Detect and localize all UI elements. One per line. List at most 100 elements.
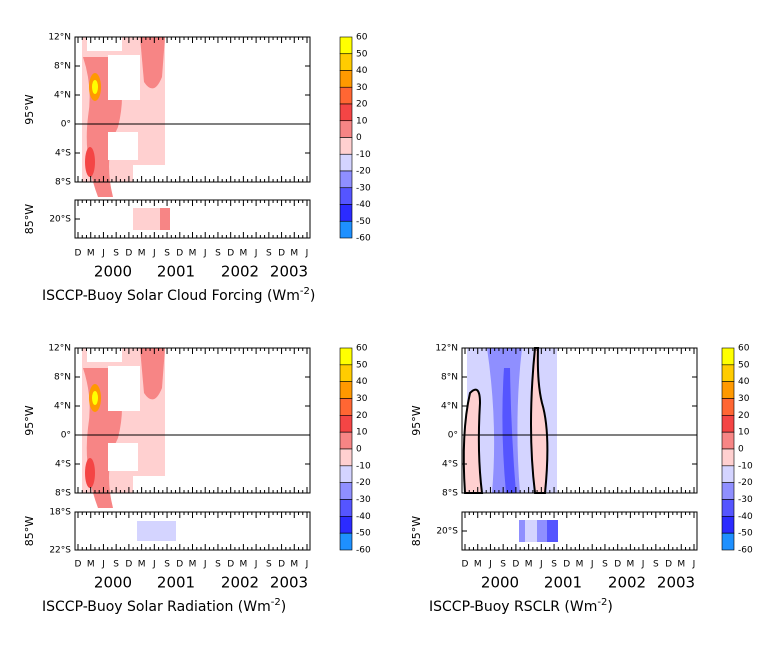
colorbar-label: 20 <box>356 411 368 421</box>
x-tick-label: D <box>176 249 183 259</box>
x-tick-label: D <box>75 560 82 570</box>
x-tick-label: S <box>215 560 221 570</box>
colorbar-label: -40 <box>356 512 371 522</box>
colorbar-label: 30 <box>738 394 750 404</box>
lower-fill <box>537 520 547 542</box>
x-tick-label: M <box>525 560 533 570</box>
colorbar-box <box>721 516 735 534</box>
x-tick-label: D <box>75 249 82 259</box>
contour-fill <box>85 458 95 488</box>
y-tick-label: 0° <box>61 431 71 441</box>
colorbar-box <box>339 364 353 382</box>
title-part: ISCCP-Buoy Solar Cloud Forcing (Wm <box>42 288 300 304</box>
lower-fill <box>160 208 170 230</box>
panel: 12°N8°N4°N0°4°S8°S95°W85°W18°S22°SD M J S D M… <box>23 344 371 616</box>
colorbar-box <box>339 448 353 467</box>
colorbar-box <box>339 381 353 399</box>
colorbar-box <box>721 499 735 517</box>
x-tick-label: S <box>266 249 272 259</box>
colorbar-box <box>339 187 353 205</box>
colorbar-label: -60 <box>356 234 371 244</box>
x-tick-label: M <box>87 560 95 570</box>
title-superscript: -2 <box>271 597 281 608</box>
colorbar-box <box>339 103 353 122</box>
title-superscript: -2 <box>300 286 310 297</box>
lower-fill <box>133 208 160 230</box>
y-tick-label: 4°N <box>54 91 71 101</box>
contour-fill <box>92 80 98 94</box>
x-tick-label: M <box>576 560 584 570</box>
y-tick-label: 4°N <box>54 402 71 412</box>
colorbar-box <box>339 499 353 517</box>
title-superscript: -2 <box>597 597 607 608</box>
colorbar-label: -10 <box>356 150 371 160</box>
colorbar-label: 50 <box>356 49 368 59</box>
x-year-label: 2001 <box>544 574 582 592</box>
x-tick-label: J <box>692 560 696 570</box>
title-part: ) <box>607 599 612 615</box>
colorbar-box <box>339 532 353 551</box>
y-tick-label: 12°N <box>48 344 71 354</box>
colorbar-box <box>339 516 353 534</box>
colorbar-label: 60 <box>738 344 750 354</box>
x-tick-label: S <box>164 249 170 259</box>
x-year-label: 2001 <box>157 263 195 281</box>
colorbar-label: 60 <box>356 344 368 354</box>
x-year-label: 2003 <box>657 574 695 592</box>
x-tick-label: M <box>240 249 248 259</box>
colorbar-box <box>721 482 735 500</box>
y-axis-label: 95°W <box>23 405 36 435</box>
colorbar-label: -10 <box>356 461 371 471</box>
x-tick-label: M <box>189 249 197 259</box>
y-axis-label: 85°W <box>410 516 423 546</box>
colorbar-label: -20 <box>738 478 753 488</box>
colorbar-label: 0 <box>356 445 362 455</box>
y-axis-label: 95°W <box>410 405 423 435</box>
x-tick-label: J <box>203 560 207 570</box>
colorbar-label: -10 <box>738 461 753 471</box>
lower-fill <box>137 521 176 541</box>
x-tick-label: J <box>152 560 156 570</box>
contour-fill <box>85 147 95 177</box>
contour-hole <box>108 366 140 411</box>
x-tick-label: J <box>254 249 258 259</box>
colorbar-label: 40 <box>356 66 368 76</box>
y-tick-label: 20°S <box>49 215 71 225</box>
y-tick-label: 12°N <box>48 33 71 43</box>
x-tick-label: J <box>305 560 309 570</box>
panel: 12°N8°N4°N0°4°S8°S95°W85°W 20°SD M J S D M J S D M… <box>23 33 371 305</box>
x-tick-label: J <box>305 249 309 259</box>
panel-title: ISCCP-Buoy Solar Radiation (Wm-2) <box>42 597 286 615</box>
colorbar-label: 50 <box>738 360 750 370</box>
colorbar-label: -30 <box>356 183 371 193</box>
colorbar-box <box>721 532 735 551</box>
x-tick-label: S <box>551 560 557 570</box>
contour-hole <box>108 132 138 160</box>
x-tick-label: S <box>164 560 170 570</box>
colorbar-label: -50 <box>738 529 753 539</box>
y-tick-label: 0° <box>448 431 458 441</box>
contour-fill <box>502 368 516 493</box>
x-tick-label: M <box>189 560 197 570</box>
colorbar-box <box>339 347 353 366</box>
x-tick-label: J <box>101 249 105 259</box>
colorbar-box <box>339 86 353 105</box>
colorbar-label: -40 <box>356 200 371 210</box>
title-part: ISCCP-Buoy RSCLR (Wm <box>429 599 597 615</box>
x-tick-label: J <box>641 560 645 570</box>
y-tick-label: 4°S <box>55 460 71 470</box>
colorbar-box <box>339 415 353 433</box>
x-tick-label: S <box>266 560 272 570</box>
y-tick-label: 12°N <box>435 344 458 354</box>
title-part: ) <box>281 599 286 615</box>
x-tick-label: D <box>125 249 132 259</box>
colorbar-label: 0 <box>738 445 744 455</box>
colorbar-box <box>339 70 353 88</box>
x-year-label: 2003 <box>270 574 308 592</box>
colorbar-box <box>339 220 353 239</box>
x-tick-label: D <box>665 560 672 570</box>
contour-hole <box>108 55 140 100</box>
colorbar-box <box>339 170 353 189</box>
x-tick-label: S <box>602 560 608 570</box>
